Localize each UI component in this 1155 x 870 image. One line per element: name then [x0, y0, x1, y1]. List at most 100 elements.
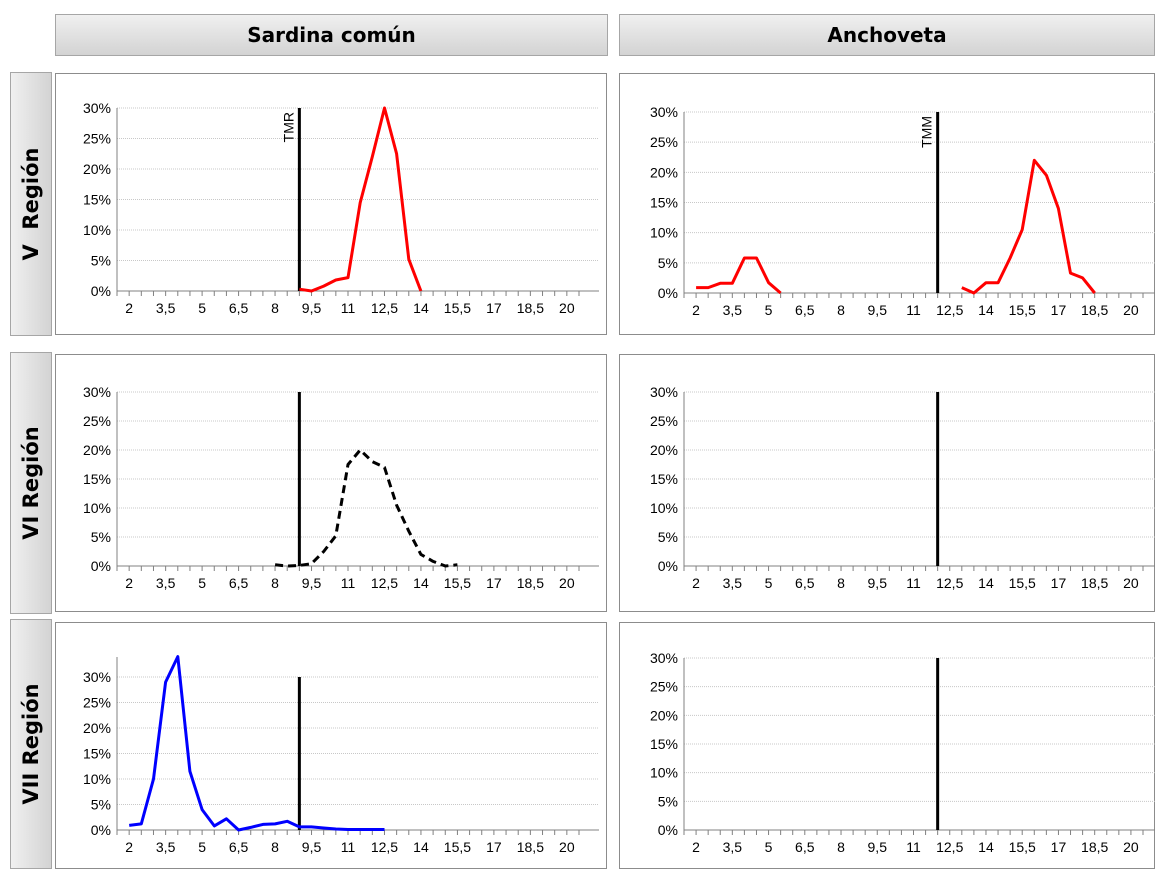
- x-tick-label: 3,5: [156, 575, 176, 591]
- x-tick-label: 9,5: [302, 300, 322, 316]
- x-tick-label: 5: [765, 575, 773, 591]
- y-tick-label: 0%: [91, 822, 111, 838]
- x-tick-label: 3,5: [723, 302, 743, 318]
- x-tick-label: 17: [1051, 839, 1067, 855]
- x-tick-label: 2: [692, 575, 700, 591]
- y-tick-label: 30%: [650, 384, 678, 400]
- y-tick-label: 15%: [650, 471, 678, 487]
- y-tick-label: 5%: [91, 797, 111, 813]
- x-tick-label: 11: [906, 575, 921, 591]
- y-tick-label: 25%: [83, 695, 111, 711]
- y-tick-label: 10%: [650, 225, 678, 241]
- y-tick-label: 25%: [650, 679, 678, 695]
- x-tick-label: 3,5: [156, 300, 176, 316]
- x-tick-label: 2: [125, 575, 133, 591]
- row-header-vi-region: VI Región: [10, 352, 52, 614]
- y-tick-label: 0%: [658, 822, 678, 838]
- x-tick-label: 3,5: [723, 839, 743, 855]
- chart-panel-sardina-vii: 0% 5% 10% 15% 20% 25% 30% 2 3,5 5 6,5 8 9,5 11 12,5 14 1…: [55, 622, 607, 869]
- y-tick-label: 20%: [650, 164, 678, 180]
- column-header-anchoveta: Anchoveta: [619, 14, 1155, 56]
- reference-line-label: TMR: [280, 112, 296, 142]
- x-tick-label: 6,5: [795, 575, 815, 591]
- y-tick-label: 0%: [91, 558, 111, 574]
- y-tick-label: 5%: [658, 255, 678, 271]
- chart-sardina-vii: 0% 5% 10% 15% 20% 25% 30% 2 3,5 5 6,5 8 9,5 11 12,5 14 1…: [83, 655, 599, 855]
- y-tick-label: 15%: [650, 195, 678, 211]
- x-tick-label: 6,5: [229, 300, 249, 316]
- y-tick-label: 15%: [83, 192, 111, 208]
- y-tick-label: 25%: [650, 134, 678, 150]
- y-tick-label: 10%: [650, 765, 678, 781]
- chart-sardina-vi: 0% 5% 10% 15% 20% 25% 30% 2 3,5 5 6,5 8 9,5 11 12,5 14 1…: [83, 384, 599, 591]
- x-tick-label: 12,5: [936, 575, 963, 591]
- x-tick-label: 18,5: [517, 300, 544, 316]
- y-tick-label: 0%: [658, 285, 678, 301]
- x-tick-label: 2: [125, 839, 133, 855]
- x-tick-label: 12,5: [371, 839, 398, 855]
- x-tick-label: 9,5: [302, 839, 322, 855]
- x-tick-label: 15,5: [444, 839, 471, 855]
- x-tick-label: 5: [765, 839, 773, 855]
- x-tick-label: 18,5: [1081, 839, 1108, 855]
- x-tick-label: 18,5: [517, 575, 544, 591]
- x-tick-label: 20: [559, 839, 575, 855]
- x-tick-label: 11: [341, 300, 356, 316]
- x-tick-label: 12,5: [936, 302, 963, 318]
- column-header-label: Sardina común: [247, 23, 416, 47]
- x-tick-label: 12,5: [371, 575, 398, 591]
- x-tick-label: 14: [413, 575, 429, 591]
- chart-panel-anchoveta-vi: 0% 5% 10% 15% 20% 25% 30% 2 3,5 5 6,5 8 9,5 11 12,5 14 1…: [619, 354, 1155, 612]
- x-tick-label: 14: [978, 302, 994, 318]
- y-tick-label: 30%: [650, 104, 678, 120]
- x-tick-label: 8: [837, 839, 845, 855]
- x-tick-label: 15,5: [1009, 575, 1036, 591]
- y-tick-label: 20%: [83, 720, 111, 736]
- x-tick-label: 11: [906, 302, 921, 318]
- y-tick-label: 5%: [91, 529, 111, 545]
- x-tick-label: 5: [198, 300, 206, 316]
- x-tick-label: 3,5: [723, 575, 743, 591]
- y-tick-label: 5%: [658, 529, 678, 545]
- column-header-label: Anchoveta: [827, 23, 947, 47]
- x-tick-label: 15,5: [1009, 839, 1036, 855]
- series-line: [274, 448, 458, 568]
- x-tick-label: 5: [198, 839, 206, 855]
- column-header-sardina: Sardina común: [55, 14, 608, 56]
- x-tick-label: 14: [413, 300, 429, 316]
- x-tick-label: 8: [271, 300, 279, 316]
- x-tick-label: 9,5: [868, 302, 888, 318]
- x-tick-label: 17: [1051, 302, 1067, 318]
- y-tick-label: 0%: [658, 558, 678, 574]
- chart-panel-sardina-v: 0% 5% 10% 15% 20% 25% 30% 2 3,5 5 6,5 8 9,5 11 12,5 14 1…: [55, 73, 607, 335]
- x-tick-label: 8: [837, 302, 845, 318]
- x-tick-label: 20: [559, 575, 575, 591]
- chart-anchoveta-vi: 0% 5% 10% 15% 20% 25% 30% 2 3,5 5 6,5 8 9,5 11 12,5 14 1…: [650, 384, 1155, 591]
- x-tick-label: 18,5: [517, 839, 544, 855]
- chart-panel-anchoveta-v: 0% 5% 10% 15% 20% 25% 30% 2 3,5 5 6,5 8 9,5 11 12,5 14 1…: [619, 73, 1155, 335]
- x-tick-label: 12,5: [371, 300, 398, 316]
- y-tick-label: 25%: [83, 413, 111, 429]
- x-tick-label: 18,5: [1081, 302, 1108, 318]
- row-header-label: VI Región: [19, 426, 43, 540]
- y-tick-label: 15%: [83, 746, 111, 762]
- x-tick-label: 14: [978, 839, 994, 855]
- chart-anchoveta-vii: 0% 5% 10% 15% 20% 25% 30% 2 3,5 5 6,5 8 9,5 11 12,5 14 1…: [650, 650, 1155, 855]
- y-tick-label: 20%: [83, 161, 111, 177]
- series-line: [696, 256, 782, 295]
- x-tick-label: 17: [1051, 575, 1067, 591]
- reference-line-label: TMM: [919, 116, 935, 148]
- x-tick-label: 15,5: [444, 575, 471, 591]
- x-tick-label: 6,5: [229, 839, 249, 855]
- y-tick-label: 0%: [91, 283, 111, 299]
- chart-panel-anchoveta-vii: 0% 5% 10% 15% 20% 25% 30% 2 3,5 5 6,5 8 9,5 11 12,5 14 1…: [619, 622, 1155, 869]
- x-tick-label: 9,5: [868, 575, 888, 591]
- x-tick-label: 2: [692, 839, 700, 855]
- y-tick-label: 20%: [83, 442, 111, 458]
- y-tick-label: 15%: [650, 736, 678, 752]
- x-tick-label: 5: [198, 575, 206, 591]
- x-tick-label: 12,5: [936, 839, 963, 855]
- row-header-v-region: V Región: [10, 72, 52, 336]
- x-tick-label: 6,5: [795, 302, 815, 318]
- y-tick-label: 5%: [91, 253, 111, 269]
